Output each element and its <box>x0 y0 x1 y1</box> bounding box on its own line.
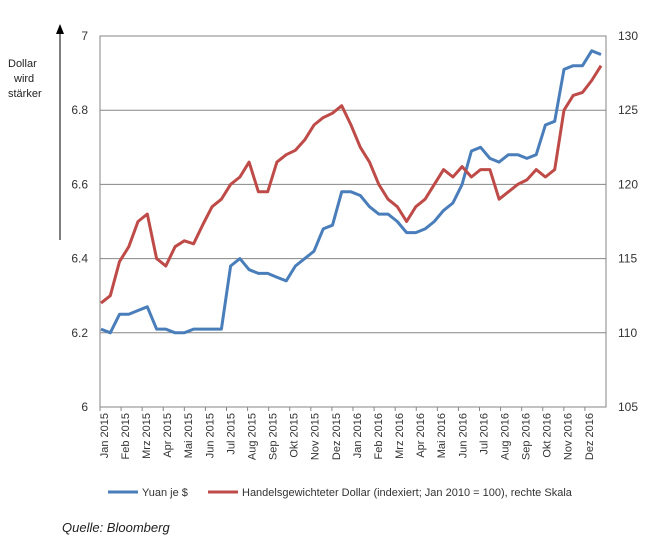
x-tick-label: Nov 2015 <box>310 413 322 460</box>
right-tick-label: 115 <box>618 252 637 266</box>
trade-weighted-dollar-series-line <box>100 64 603 305</box>
x-tick-label: Dez 2016 <box>584 413 596 460</box>
annotation-line-3: stärker <box>8 88 42 100</box>
annotation-line-1: Dollar <box>8 58 37 70</box>
x-tick-label: Aug 2015 <box>246 413 258 460</box>
right-tick-label: 105 <box>618 400 638 414</box>
left-tick-label: 6.2 <box>71 326 88 340</box>
x-tick-label: Jun 2016 <box>457 413 469 458</box>
x-tick-label: Apr 2015 <box>162 413 174 458</box>
plot-area-border <box>99 35 607 408</box>
left-tick-label: 6.8 <box>71 103 88 117</box>
x-tick-label: Mai 2016 <box>436 413 448 458</box>
yuan-series-line <box>100 49 602 335</box>
legend: Yuan je $ Handelsgewichteter Dollar (inde… <box>108 487 573 499</box>
x-tick-label: Sep 2016 <box>521 413 533 460</box>
axes: 6 6.2 6.4 6.6 6.8 7 105 110 115 120 125 130 Jan 2015… <box>71 29 638 460</box>
x-tick-label: Feb 2016 <box>373 413 385 459</box>
left-tick-label: 6.4 <box>71 252 88 266</box>
x-tick-label: Nov 2016 <box>563 413 575 460</box>
x-tick-label: Jul 2016 <box>478 413 490 455</box>
x-tick-label: Okt 2015 <box>289 413 301 458</box>
source-note: Quelle: Bloomberg <box>62 520 170 535</box>
x-tick-label: Mrz 2016 <box>394 413 406 459</box>
x-tick-label: Mrz 2015 <box>141 413 153 459</box>
x-tick-label: Okt 2016 <box>542 413 554 458</box>
right-tick-label: 120 <box>618 177 638 191</box>
x-tick-label: Jun 2015 <box>204 413 216 458</box>
legend-label: Handelsgewichteter Dollar (indexiert; Ja… <box>242 487 573 499</box>
right-tick-label: 125 <box>618 103 638 117</box>
x-tick-label: Aug 2016 <box>499 413 511 460</box>
left-tick-label: 6 <box>81 400 88 414</box>
arrow-head <box>56 24 64 34</box>
x-tick-label: Feb 2015 <box>120 413 132 459</box>
left-tick-label: 7 <box>81 29 88 43</box>
left-tick-label: 6.6 <box>71 177 88 191</box>
x-tick-label: Apr 2016 <box>415 413 427 458</box>
legend-label: Yuan je $ <box>142 487 188 499</box>
x-tick-label: Jul 2015 <box>225 413 237 455</box>
annotation-line-2: wird <box>14 73 35 85</box>
gridlines <box>99 35 607 408</box>
x-tick-label: Jan 2016 <box>352 413 364 458</box>
x-tick-label: Sep 2015 <box>268 413 280 460</box>
right-tick-label: 110 <box>618 326 637 340</box>
series-lines <box>100 49 603 335</box>
x-tick-label: Mai 2015 <box>183 413 195 458</box>
right-tick-label: 130 <box>618 29 638 43</box>
x-tick-label: Dez 2015 <box>331 413 343 460</box>
x-tick-label: Jan 2015 <box>99 413 111 458</box>
annotation-text: Dollar wird stärker <box>8 57 42 102</box>
